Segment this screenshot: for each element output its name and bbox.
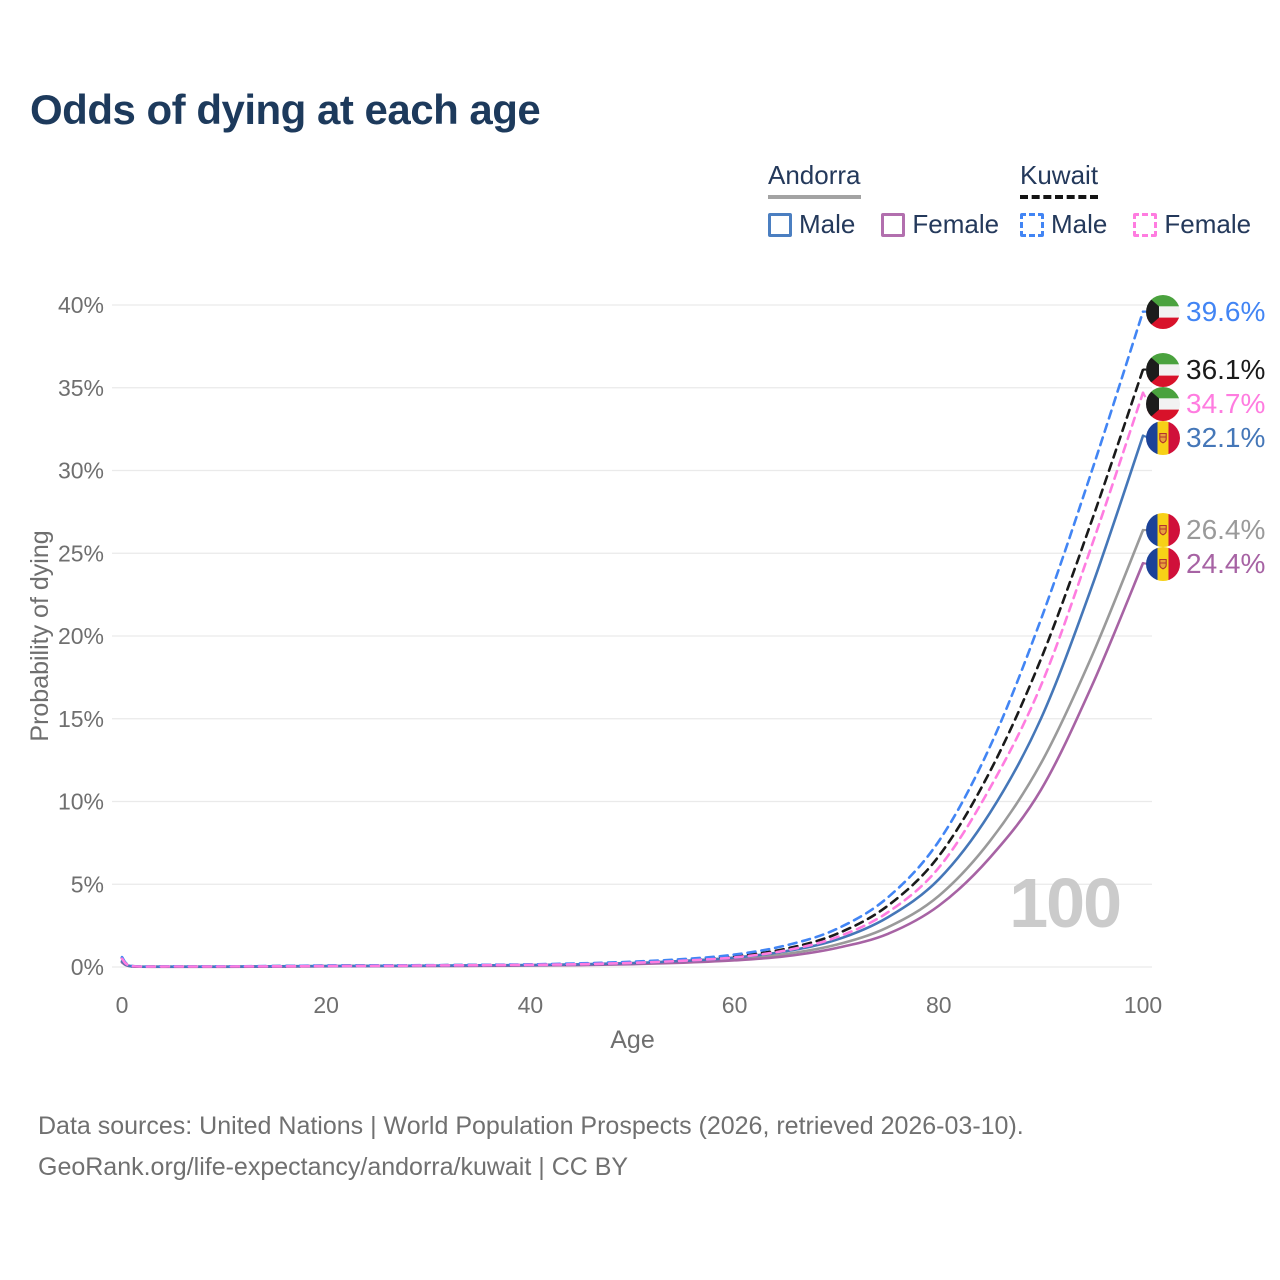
footer-attribution: GeoRank.org/life-expectancy/andorra/kuwa… <box>38 1152 629 1181</box>
svg-text:15%: 15% <box>58 706 104 732</box>
svg-text:0: 0 <box>116 992 129 1018</box>
svg-text:60: 60 <box>722 992 748 1018</box>
end-label-andorra-both: 26.4% <box>1146 513 1266 548</box>
end-label-andorra-female: 24.4% <box>1146 547 1266 582</box>
end-label-value: 39.6% <box>1186 295 1266 327</box>
end-label-andorra-male: 32.1% <box>1146 420 1266 455</box>
svg-text:30%: 30% <box>58 458 104 484</box>
svg-text:20%: 20% <box>58 623 104 649</box>
end-label-kuwait-male: 39.6% <box>1146 294 1266 329</box>
end-label-kuwait-female: 34.7% <box>1146 386 1266 421</box>
kuwait-female-swatch-icon <box>1133 212 1158 237</box>
age-watermark: 100 <box>1009 864 1122 942</box>
legend-country-kuwait[interactable]: Kuwait <box>1020 160 1099 199</box>
svg-text:35%: 35% <box>58 375 104 401</box>
svg-text:5%: 5% <box>71 871 104 897</box>
page-title: Odds of dying at each age <box>30 86 541 133</box>
svg-text:25%: 25% <box>58 540 104 566</box>
series-line-kuwait-male <box>120 310 1145 968</box>
kuwait-flag-icon <box>1146 386 1180 421</box>
kuwait-male-swatch-icon <box>1020 212 1044 237</box>
svg-text:100: 100 <box>1124 992 1162 1018</box>
svg-text:0%: 0% <box>71 954 104 980</box>
andorra-female-swatch-icon <box>881 212 906 237</box>
footer-data-sources: Data sources: United Nations | World Pop… <box>38 1112 1024 1140</box>
end-label-value: 26.4% <box>1186 514 1266 546</box>
andorra-flag-icon <box>1146 547 1180 582</box>
svg-text:20: 20 <box>313 992 339 1018</box>
svg-text:10%: 10% <box>58 789 104 815</box>
end-label-value: 24.4% <box>1186 548 1266 580</box>
legend-group-kuwait: Kuwait Male Female <box>1020 160 1251 240</box>
svg-text:40: 40 <box>518 992 544 1018</box>
y-axis-title: Probability of dying <box>26 530 54 741</box>
legend-label: Female <box>912 209 1000 239</box>
legend-item-kuwait-female[interactable]: Female <box>1133 209 1251 240</box>
x-axis-title: Age <box>610 1026 654 1054</box>
footer: Data sources: United Nations | World Pop… <box>38 1106 1024 1187</box>
legend-item-andorra-female[interactable]: Female <box>881 209 999 240</box>
legend-item-kuwait-male[interactable]: Male <box>1020 209 1107 240</box>
end-label-value: 34.7% <box>1186 387 1266 419</box>
andorra-flag-icon <box>1146 420 1180 455</box>
legend-group-andorra: Andorra Male Female <box>768 160 999 240</box>
end-label-value: 36.1% <box>1186 353 1266 385</box>
legend-label: Male <box>799 209 856 239</box>
end-label-kuwait-both: 36.1% <box>1146 352 1266 387</box>
kuwait-flag-icon <box>1146 294 1180 329</box>
andorra-male-swatch-icon <box>768 212 792 237</box>
andorra-flag-icon <box>1146 513 1180 548</box>
legend-country-andorra[interactable]: Andorra <box>768 160 861 199</box>
legend-label: Female <box>1164 209 1252 239</box>
legend-item-andorra-male[interactable]: Male <box>768 209 855 240</box>
svg-text:40%: 40% <box>58 292 104 318</box>
end-label-value: 32.1% <box>1186 421 1266 453</box>
series-line-kuwait-female <box>120 391 1145 968</box>
kuwait-flag-icon <box>1146 352 1180 387</box>
svg-text:80: 80 <box>926 992 952 1018</box>
legend-label: Male <box>1051 209 1108 239</box>
